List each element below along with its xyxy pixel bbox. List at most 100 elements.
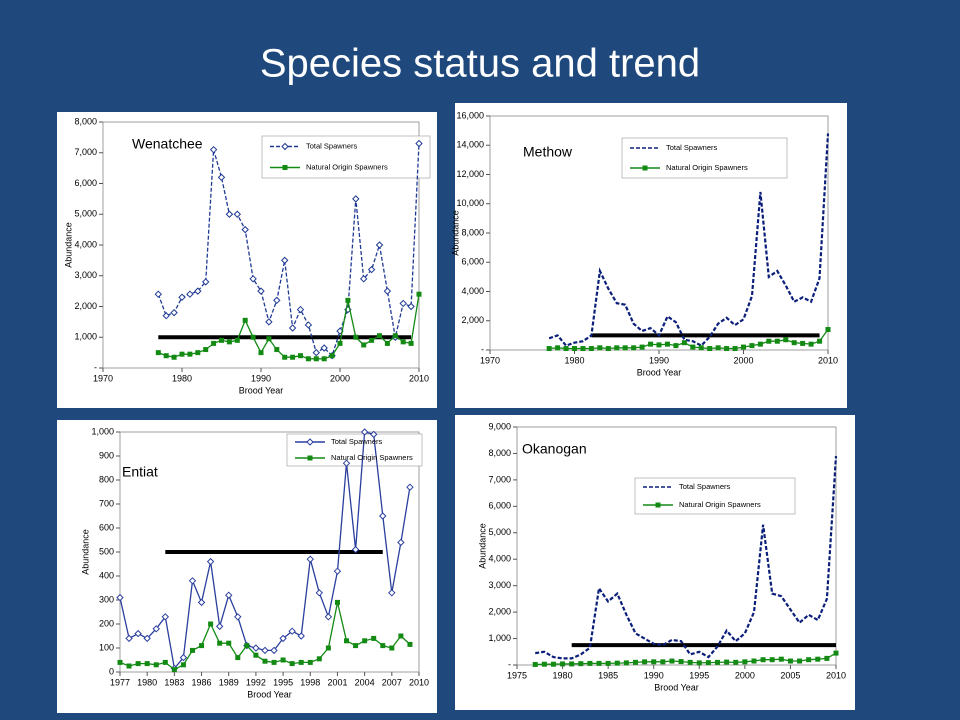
x-tick-label: 1970 bbox=[93, 373, 113, 383]
point-marker bbox=[171, 667, 177, 673]
x-tick-label: 2000 bbox=[735, 670, 755, 680]
point-marker bbox=[705, 660, 711, 666]
point-marker bbox=[134, 629, 142, 638]
x-tick-label: 1990 bbox=[644, 670, 664, 680]
point-marker bbox=[353, 334, 359, 340]
point-marker bbox=[696, 660, 702, 666]
x-tick-label: 1986 bbox=[192, 677, 212, 687]
point-marker bbox=[315, 589, 324, 597]
point-marker bbox=[681, 340, 687, 346]
point-marker bbox=[334, 599, 340, 605]
legend-label: Total Spawners bbox=[679, 482, 731, 491]
point-marker bbox=[199, 643, 205, 649]
point-marker bbox=[383, 287, 392, 295]
point-marker bbox=[389, 645, 395, 651]
y-tick-label: 300 bbox=[99, 594, 114, 604]
point-marker bbox=[597, 345, 603, 351]
point-marker bbox=[622, 345, 628, 351]
point-marker bbox=[226, 640, 232, 646]
x-tick-label: 1975 bbox=[507, 670, 527, 680]
x-tick-label: 1992 bbox=[246, 677, 266, 687]
point-marker bbox=[687, 659, 693, 665]
point-marker bbox=[769, 657, 775, 663]
point-marker bbox=[250, 334, 256, 340]
point-marker bbox=[398, 633, 404, 639]
point-marker bbox=[833, 650, 839, 656]
point-marker bbox=[560, 661, 566, 667]
point-marker bbox=[766, 338, 772, 344]
point-marker bbox=[415, 139, 423, 148]
x-axis-title: Brood Year bbox=[654, 682, 699, 692]
point-marker bbox=[751, 658, 757, 664]
x-tick-label: 1995 bbox=[689, 670, 709, 680]
point-marker bbox=[152, 625, 160, 633]
point-marker bbox=[296, 305, 305, 314]
point-marker bbox=[371, 635, 377, 641]
x-tick-label: 1998 bbox=[300, 677, 320, 687]
point-marker bbox=[783, 337, 789, 343]
point-marker bbox=[379, 512, 387, 520]
point-marker bbox=[384, 340, 390, 346]
point-marker bbox=[541, 661, 547, 667]
y-tick-label: 4,000 bbox=[74, 239, 97, 249]
point-marker bbox=[188, 577, 197, 585]
y-tick-label: 8,000 bbox=[488, 448, 511, 458]
x-tick-label: 1980 bbox=[553, 670, 573, 680]
point-marker bbox=[416, 291, 422, 297]
point-marker bbox=[664, 341, 670, 347]
point-marker bbox=[144, 661, 150, 667]
point-marker bbox=[289, 661, 295, 667]
point-marker bbox=[261, 646, 269, 655]
point-marker bbox=[724, 346, 730, 352]
y-tick-label: 8,000 bbox=[461, 227, 484, 237]
point-marker bbox=[217, 173, 226, 182]
x-tick-label: 1989 bbox=[219, 677, 239, 687]
point-marker bbox=[580, 346, 586, 352]
point-marker bbox=[143, 634, 151, 643]
point-marker bbox=[189, 647, 195, 653]
point-marker bbox=[258, 350, 264, 356]
x-tick-label: 2005 bbox=[780, 670, 800, 680]
point-marker bbox=[375, 241, 384, 249]
point-marker bbox=[253, 652, 259, 658]
y-tick-label: 4,000 bbox=[461, 286, 484, 296]
point-marker bbox=[588, 346, 594, 352]
point-marker bbox=[298, 353, 303, 359]
y-tick-label: 200 bbox=[99, 618, 114, 628]
point-marker bbox=[252, 644, 260, 652]
point-marker bbox=[806, 657, 812, 663]
x-tick-label: 2000 bbox=[733, 355, 753, 365]
point-marker bbox=[550, 661, 556, 667]
point-marker bbox=[741, 344, 746, 350]
legend-label: Natural Origin Spawners bbox=[306, 162, 388, 171]
y-tick-label: 6,000 bbox=[488, 501, 511, 511]
point-marker bbox=[117, 659, 123, 665]
y-tick-label: 600 bbox=[99, 522, 114, 532]
point-marker bbox=[312, 348, 321, 357]
point-marker bbox=[669, 658, 675, 664]
point-marker bbox=[715, 659, 721, 665]
point-marker bbox=[344, 638, 350, 644]
x-tick-label: 2001 bbox=[327, 677, 347, 687]
point-marker bbox=[352, 195, 360, 203]
y-tick-label: 7,000 bbox=[488, 474, 511, 484]
legend-box bbox=[634, 477, 796, 515]
point-marker bbox=[180, 662, 186, 668]
point-marker bbox=[249, 275, 257, 283]
chart-title: Wenatchee bbox=[132, 136, 203, 152]
point-marker bbox=[388, 589, 396, 597]
point-marker bbox=[596, 660, 602, 666]
point-marker bbox=[155, 350, 161, 356]
y-tick-label: 14,000 bbox=[456, 140, 484, 150]
point-marker bbox=[359, 275, 368, 283]
point-marker bbox=[316, 656, 322, 662]
legend-label: Total Spawners bbox=[306, 141, 358, 150]
point-marker bbox=[266, 336, 272, 342]
point-marker bbox=[304, 321, 313, 329]
legend-box bbox=[261, 135, 431, 179]
point-marker bbox=[244, 643, 250, 649]
point-marker bbox=[707, 346, 713, 352]
point-marker bbox=[290, 354, 296, 360]
point-marker bbox=[280, 657, 286, 663]
point-marker bbox=[206, 557, 215, 566]
